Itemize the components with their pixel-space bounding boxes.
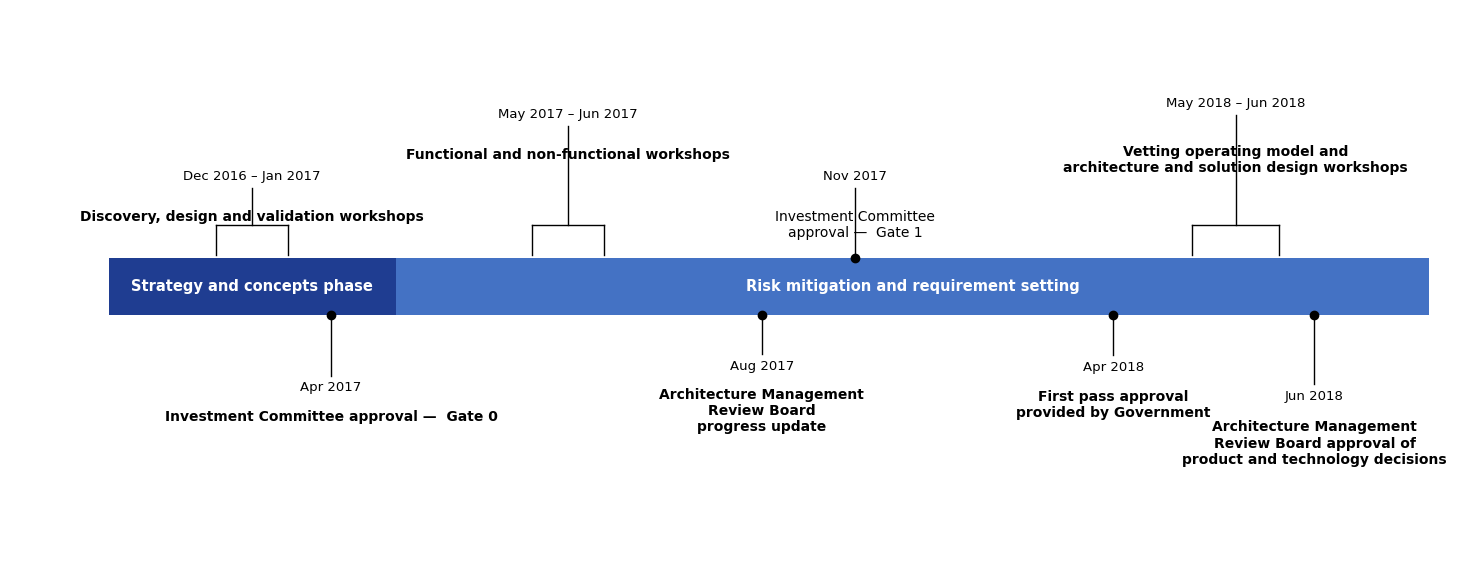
Text: Apr 2017: Apr 2017 xyxy=(300,381,361,394)
Text: Apr 2018: Apr 2018 xyxy=(1083,361,1144,374)
Text: Discovery, design and validation workshops: Discovery, design and validation worksho… xyxy=(80,210,423,224)
Text: Vetting operating model and
architecture and solution design workshops: Vetting operating model and architecture… xyxy=(1063,145,1407,175)
Text: Jun 2018: Jun 2018 xyxy=(1285,390,1344,402)
Text: Dec 2016 – Jan 2017: Dec 2016 – Jan 2017 xyxy=(184,170,321,183)
Text: Strategy and concepts phase: Strategy and concepts phase xyxy=(132,279,373,294)
Bar xyxy=(108,258,395,315)
Text: Architecture Management
Review Board approval of
product and technology decision: Architecture Management Review Board app… xyxy=(1183,420,1447,467)
Text: Nov 2017: Nov 2017 xyxy=(823,170,887,183)
Text: May 2018 – Jun 2018: May 2018 – Jun 2018 xyxy=(1166,97,1305,110)
Text: Investment Committee
approval —  Gate 1: Investment Committee approval — Gate 1 xyxy=(776,210,935,240)
Text: May 2017 – Jun 2017: May 2017 – Jun 2017 xyxy=(499,108,638,121)
Text: Investment Committee approval —  Gate 0: Investment Committee approval — Gate 0 xyxy=(164,410,497,424)
Text: First pass approval
provided by Government: First pass approval provided by Governme… xyxy=(1017,390,1211,420)
Bar xyxy=(395,258,1430,315)
Text: Functional and non-functional workshops: Functional and non-functional workshops xyxy=(406,148,730,162)
Text: Risk mitigation and requirement setting: Risk mitigation and requirement setting xyxy=(746,279,1079,294)
Text: Architecture Management
Review Board
progress update: Architecture Management Review Board pro… xyxy=(659,388,864,434)
Text: Aug 2017: Aug 2017 xyxy=(730,360,793,373)
